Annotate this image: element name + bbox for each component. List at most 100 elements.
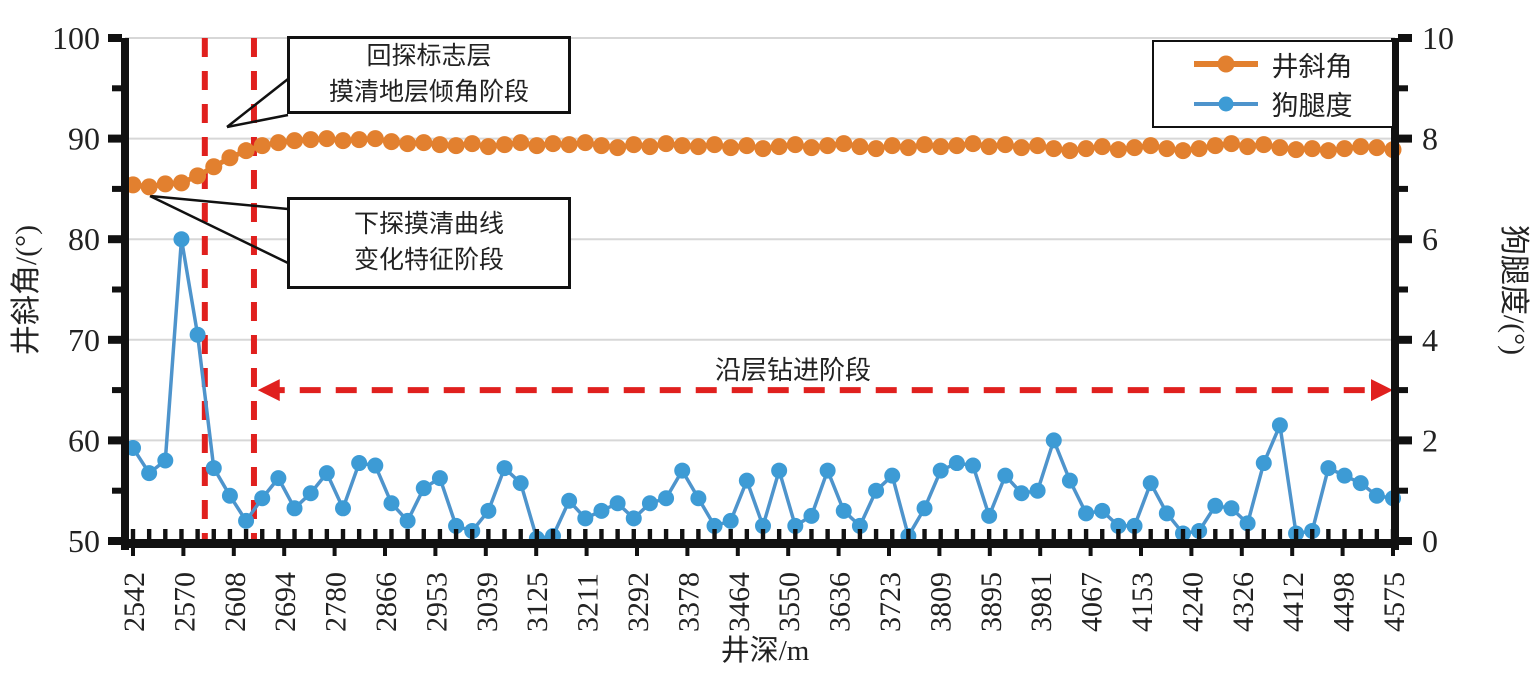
bottom-axis-minor-tick [1245,529,1250,539]
inclination-point [770,138,788,156]
inclination-point [140,178,158,196]
inclination-point [948,137,966,155]
bottom-axis-minor-tick [179,529,184,539]
bottom-axis-minor-tick [744,529,750,539]
left-axis-tick-label: 60 [68,422,100,458]
inclination-point [1287,141,1305,159]
callout-curve-feature: 下探摸清曲线 变化特征阶段 [287,197,571,289]
bottom-axis-label-tick [635,548,639,556]
inclination-point [657,135,675,153]
right-axis-tick-label: 8 [1422,121,1438,157]
dogleg-point [755,517,771,534]
left-axis-line [121,38,129,550]
inclination-point [399,135,417,153]
bottom-axis-label-tick [1088,548,1093,556]
inclination-point [1206,137,1224,155]
right-axis-major-tick [1398,34,1412,42]
dogleg-point [819,462,836,479]
bottom-axis-label-tick [131,548,135,556]
left-axis-major-tick [108,235,122,244]
bottom-axis-minor-tick [793,529,798,539]
bottom-axis-label-tick [836,548,841,556]
bottom-axis-minor-tick [647,529,653,539]
dogleg-point [1368,487,1385,504]
dogleg-point [593,502,610,519]
dogleg-point [803,507,820,524]
bottom-axis-label-tick [181,548,186,556]
dogleg-point [981,507,998,524]
bottom-axis-minor-tick [130,529,136,539]
bottom-axis-label-tick [937,548,942,556]
bottom-axis-label-tick [1340,548,1345,556]
dogleg-point [658,490,675,507]
dogleg-point [415,480,432,497]
right-axis-major-tick [1398,537,1412,545]
bottom-axis-minor-tick [486,529,491,539]
left-axis-minor-tick [112,85,122,92]
x-tick-label: 4326 [1227,572,1260,632]
inclination-point [916,136,934,154]
bottom-axis-minor-tick [324,529,330,539]
inclination-point [205,158,223,176]
bottom-axis-minor-tick [1148,529,1153,539]
inclination-point [1174,142,1192,160]
dogleg-point [383,495,400,512]
inclination-point [156,175,174,193]
dogleg-point [868,482,885,499]
bottom-axis-minor-tick [1019,529,1024,539]
inclination-point [189,167,207,185]
x-tick-label: 4498 [1328,572,1361,632]
inclination-point [996,136,1014,154]
inclination-point [334,132,352,150]
inclination-point [415,134,433,152]
right-axis-tick-label: 0 [1422,523,1438,559]
inclination-point [980,138,998,156]
right-axis-minor-tick [1398,387,1408,394]
bottom-axis-minor-tick [631,529,636,539]
bottom-axis-minor-tick [146,529,152,539]
left-axis-tick-label: 80 [68,221,100,257]
inclination-point [899,139,917,157]
x-tick-label: 3723 [874,572,907,632]
dogleg-point [948,455,965,472]
dogleg-point [480,502,497,519]
inclination-point [867,140,885,158]
bottom-axis-minor-tick [906,529,911,539]
bottom-axis-minor-tick [1180,529,1186,539]
legend-item-inclination: 井斜角 [1154,45,1392,84]
dogleg-point [189,326,206,343]
dogleg-point [1352,475,1369,492]
inclination-point [528,137,546,155]
bottom-axis-label-tick [383,548,387,556]
bottom-axis-label-tick [1239,548,1244,556]
bottom-axis-minor-tick [776,529,782,539]
dogleg-point [1158,505,1175,522]
dogleg-point [351,455,368,472]
callout-pointer-line [149,194,289,211]
right-axis-major-tick [1398,436,1412,445]
x-tick-label: 4240 [1176,572,1209,632]
bottom-axis-minor-tick [1213,529,1218,539]
x-tick-label: 3378 [672,572,705,632]
bottom-axis-minor-tick [566,529,572,539]
bottom-axis-minor-tick [841,529,846,539]
left-axis-tick-label: 50 [68,523,100,559]
dogleg-point [1207,497,1224,514]
bottom-axis-minor-tick [809,529,814,539]
dogleg-point [738,472,755,489]
bottom-axis-minor-tick [890,529,895,539]
inclination-point [722,139,740,157]
legend: 井斜角 狗腿度 [1152,40,1394,128]
bottom-axis-minor-tick [1374,529,1380,539]
inclination-point [431,136,449,154]
inclination-point [673,137,691,155]
bottom-axis-minor-tick [243,529,249,539]
bottom-axis-label-tick [231,548,236,556]
dogleg-point [1013,485,1030,502]
inclination-point [286,132,304,150]
bottom-axis-label-tick [1189,548,1194,556]
bottom-axis-minor-tick [1310,529,1315,539]
bottom-axis-minor-tick [550,529,556,539]
callout-marker-layer: 回探标志层 摸清地层倾角阶段 [287,36,571,114]
